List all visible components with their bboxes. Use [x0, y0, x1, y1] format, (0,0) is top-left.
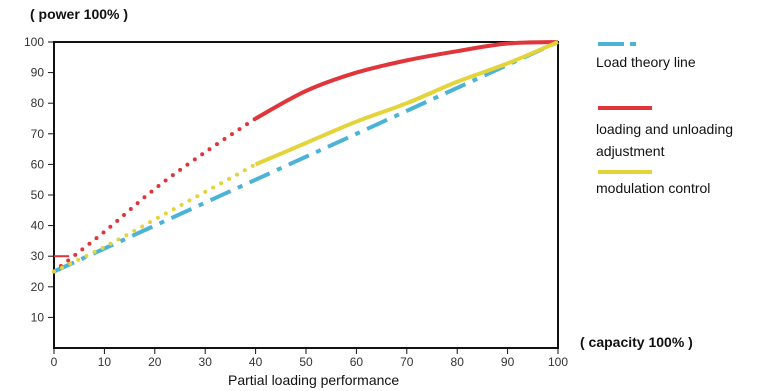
x-tick-label: 30	[199, 355, 213, 369]
y-tick-label: 80	[31, 96, 45, 110]
legend-label-loading-unloading-text: loading and unloading adjustment	[596, 121, 734, 159]
x-tick-label: 80	[451, 355, 465, 369]
y-tick-label: 30	[31, 249, 45, 263]
y-tick-label: 70	[31, 127, 45, 141]
y-tick-label: 20	[31, 280, 45, 294]
y-tick-label: 90	[31, 66, 45, 80]
y-tick-label: 40	[31, 219, 45, 233]
x-axis-capacity-label: ( capacity 100% )	[580, 334, 693, 350]
legend-label-load-theory: Load theory line	[596, 54, 696, 70]
x-tick-label: 50	[299, 355, 313, 369]
x-tick-label: 100	[548, 355, 568, 369]
legend-swatch-loading-unloading	[598, 106, 652, 110]
x-axis-label: Partial loading performance	[228, 372, 400, 388]
series-modulation-control-solid	[254, 40, 559, 167]
x-tick-label: 60	[350, 355, 364, 369]
y-tick-label: 60	[31, 157, 45, 171]
x-tick-label: 90	[501, 355, 515, 369]
y-axis-label: ( power 100% )	[30, 6, 129, 22]
x-tick-label: 40	[249, 355, 263, 369]
legend-swatch-load-theory	[598, 42, 642, 46]
x-tick-label: 70	[400, 355, 414, 369]
series-modulation-control-dotted	[52, 162, 258, 274]
legend-swatch-modulation	[598, 170, 652, 174]
y-tick-label: 100	[24, 35, 44, 49]
series-loading-unloading-solid	[254, 40, 559, 121]
x-tick-label: 0	[51, 355, 58, 369]
x-tick-label: 10	[98, 355, 112, 369]
y-tick-label: 50	[31, 188, 45, 202]
x-tick-label: 20	[148, 355, 162, 369]
series-load-theory-line	[53, 40, 559, 274]
legend-label-modulation: modulation control	[596, 180, 711, 196]
plot-frame	[53, 41, 559, 349]
legend-label-loading-unloading: loading and unloading adjustment	[596, 118, 766, 162]
y-tick-label: 10	[31, 310, 45, 324]
